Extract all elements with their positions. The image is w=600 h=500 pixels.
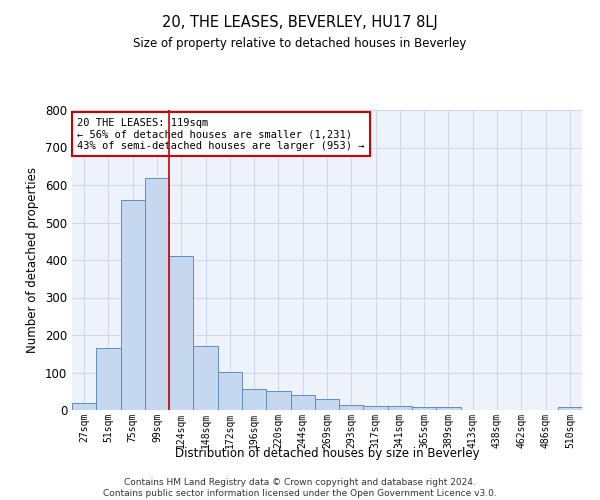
- Bar: [364, 406, 388, 410]
- Text: Distribution of detached houses by size in Beverley: Distribution of detached houses by size …: [175, 448, 479, 460]
- Bar: [436, 408, 461, 410]
- Bar: [72, 403, 96, 410]
- Bar: [388, 406, 412, 410]
- Bar: [242, 390, 266, 410]
- Bar: [193, 346, 218, 410]
- Bar: [169, 256, 193, 410]
- Bar: [121, 200, 145, 410]
- Bar: [558, 408, 582, 410]
- Bar: [266, 391, 290, 410]
- Y-axis label: Number of detached properties: Number of detached properties: [26, 167, 40, 353]
- Text: Contains HM Land Registry data © Crown copyright and database right 2024.
Contai: Contains HM Land Registry data © Crown c…: [103, 478, 497, 498]
- Bar: [96, 348, 121, 410]
- Bar: [339, 405, 364, 410]
- Text: 20 THE LEASES: 119sqm
← 56% of detached houses are smaller (1,231)
43% of semi-d: 20 THE LEASES: 119sqm ← 56% of detached …: [77, 118, 365, 150]
- Bar: [218, 372, 242, 410]
- Bar: [315, 399, 339, 410]
- Bar: [412, 406, 436, 410]
- Text: 20, THE LEASES, BEVERLEY, HU17 8LJ: 20, THE LEASES, BEVERLEY, HU17 8LJ: [162, 15, 438, 30]
- Text: Size of property relative to detached houses in Beverley: Size of property relative to detached ho…: [133, 38, 467, 51]
- Bar: [290, 395, 315, 410]
- Bar: [145, 178, 169, 410]
